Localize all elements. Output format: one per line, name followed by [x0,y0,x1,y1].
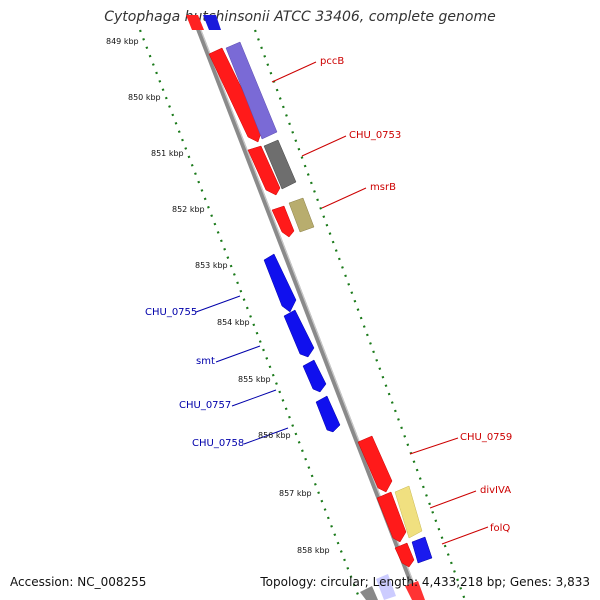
feature-top-red [186,15,204,30]
gene-divIVA [376,491,407,543]
gene-label-msrB[interactable]: msrB [370,182,396,193]
gene-CHU_0759 [357,435,393,493]
tick-label: 850 kbp [128,93,161,102]
feature-bottom-grey [360,586,378,600]
gene-label-divIVA[interactable]: divIVA [480,485,511,496]
genome-summary-text: Topology: circular; Length: 4,433,218 bp… [260,575,590,589]
gene-label-CHU_0759[interactable]: CHU_0759 [460,432,512,443]
leader-CHU_0757 [231,389,277,407]
gene-CHU_0757 [302,359,327,393]
tick-label: 853 kbp [195,261,228,270]
tick-label: 857 kbp [279,489,312,498]
gene-smt [283,309,315,358]
gene-CHU_0755 [263,253,297,313]
leader-CHU_0753 [301,135,347,157]
gene-red-3 [271,205,295,238]
leader-msrB [321,187,367,209]
gene-CHU_0753 [263,139,297,190]
leader-folQ [441,526,489,545]
gene-CHU_0758 [315,395,341,433]
gene-label-CHU_0753[interactable]: CHU_0753 [349,130,401,141]
gene-label-CHU_0758[interactable]: CHU_0758 [192,438,244,449]
leader-CHU_0755 [195,295,241,313]
gene-label-CHU_0757[interactable]: CHU_0757 [179,400,231,411]
gene-labels: pccB CHU_0753 msrB CHU_0759 divIVA folQ CHU_07… [145,56,512,534]
gene-label-CHU_0755[interactable]: CHU_0755 [145,307,197,318]
tick-labels: 849 kbp 850 kbp 851 kbp 852 kbp 853 kbp 854 k… [106,37,330,555]
tick-label: 854 kbp [217,318,250,327]
gene-folQ [411,536,433,564]
gene-msrB [288,197,315,233]
feature-bottom-red [405,581,425,600]
gene-label-smt[interactable]: smt [196,356,215,367]
feature-top-blue [203,15,221,30]
gene-label-pccB[interactable]: pccB [320,56,344,67]
gene-pccB [225,41,278,140]
tick-label: 852 kbp [172,205,205,214]
leader-smt [215,345,261,363]
tick-label: 856 kbp [258,431,291,440]
gene-red-2 [247,145,281,196]
gene-red-1 [208,47,263,143]
accession-text: Accession: NC_008255 [10,575,147,589]
leader-CHU_0758 [243,427,289,445]
tick-label: 851 kbp [151,149,184,158]
map-title: Cytophaga hutchinsonii ATCC 33406, compl… [104,9,496,25]
leader-divIVA [429,490,477,509]
tick-label: 858 kbp [297,546,330,555]
gene-label-folQ[interactable]: folQ [490,523,510,534]
leader-pccB [271,61,317,83]
feature-bottom-lilac [376,574,396,600]
leader-CHU_0759 [409,437,459,455]
tick-label: 855 kbp [238,375,271,384]
gene-yellow [394,485,423,539]
gene-red-lower [394,542,415,568]
tick-label: 849 kbp [106,37,139,46]
